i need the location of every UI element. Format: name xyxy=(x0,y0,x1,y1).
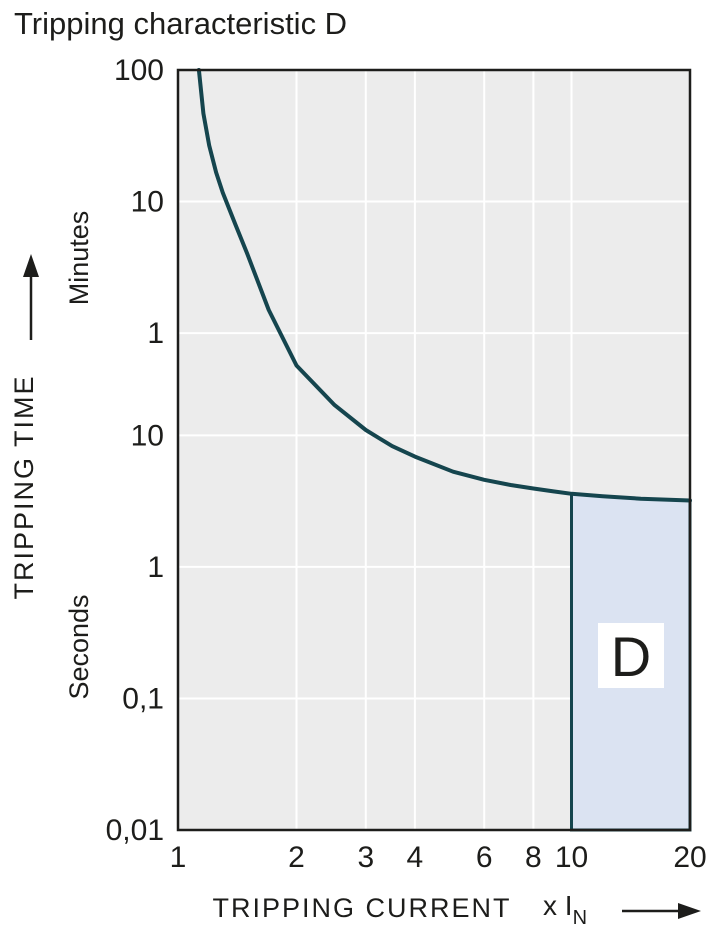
y-axis-label: TRIPPING TIME xyxy=(9,374,39,599)
chart-title: Tripping characteristic D xyxy=(14,6,348,41)
y-axis-arrow-icon xyxy=(23,254,39,340)
gridlines xyxy=(178,70,690,830)
x-axis-tick-labels: 1 2 3 4 6 8 10 20 xyxy=(170,841,707,874)
x-axis-label: TRIPPING CURRENT xyxy=(212,893,511,923)
x-tick-label: 8 xyxy=(525,841,542,874)
y-tick-label: 1 xyxy=(147,317,164,350)
region-label: D xyxy=(611,625,651,688)
x-tick-label: 3 xyxy=(357,841,374,874)
plot-border xyxy=(176,68,692,832)
trip-curve-group xyxy=(196,68,692,503)
x-tick-label: 20 xyxy=(673,841,706,874)
y-unit-minutes-label: Minutes xyxy=(64,211,94,306)
y-tick-label: 10 xyxy=(131,186,164,219)
y-tick-label: 10 xyxy=(131,419,164,452)
region-label-box xyxy=(598,623,664,688)
x-axis-arrow-icon xyxy=(622,903,701,919)
y-axis-tick-labels: 100 10 1 10 1 0,1 0,01 xyxy=(106,54,164,847)
x-tick-label: 10 xyxy=(555,841,588,874)
trip-curve xyxy=(196,68,692,503)
x-unit-prefix: x I xyxy=(543,890,573,921)
x-tick-label: 2 xyxy=(288,841,305,874)
y-tick-label: 0,01 xyxy=(106,814,164,847)
y-tick-label: 0,1 xyxy=(122,683,164,716)
y-tick-label: 100 xyxy=(114,54,164,87)
x-tick-label: 6 xyxy=(476,841,493,874)
x-unit-label: x IN xyxy=(543,890,587,929)
x-tick-label: 1 xyxy=(170,841,187,874)
x-tick-label: 4 xyxy=(407,841,424,874)
y-tick-label: 1 xyxy=(147,551,164,584)
y-unit-seconds-label: Seconds xyxy=(64,594,94,699)
x-unit-subscript: N xyxy=(573,907,587,929)
